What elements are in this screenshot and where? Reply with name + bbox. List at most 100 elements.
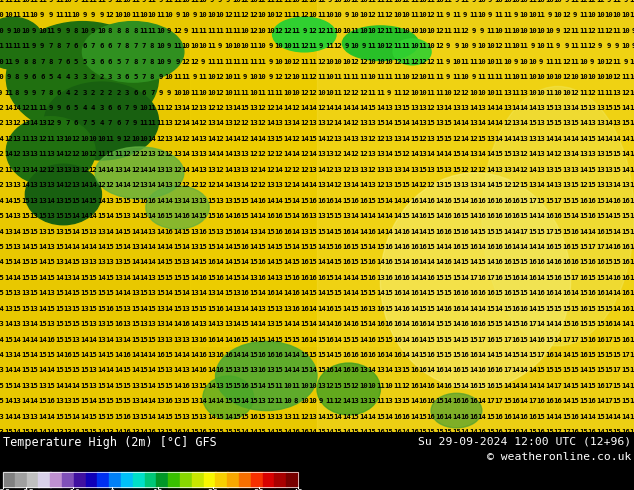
- Text: 15: 15: [503, 151, 512, 157]
- Text: 15: 15: [333, 383, 342, 389]
- Text: 12: 12: [0, 151, 4, 157]
- Text: 10: 10: [368, 59, 377, 65]
- Text: 13: 13: [587, 105, 596, 111]
- Text: 15: 15: [604, 368, 613, 373]
- Text: 15: 15: [249, 352, 258, 358]
- Text: 4: 4: [82, 105, 87, 111]
- Text: 11: 11: [418, 43, 427, 49]
- Text: 13: 13: [232, 151, 241, 157]
- Text: 16: 16: [198, 275, 207, 281]
- Text: 13: 13: [216, 321, 224, 327]
- Text: 15: 15: [520, 290, 529, 296]
- Text: 15: 15: [224, 290, 233, 296]
- Text: 12: 12: [131, 167, 139, 173]
- Text: 16: 16: [486, 213, 495, 219]
- Text: 15: 15: [89, 352, 98, 358]
- Text: 14: 14: [553, 414, 562, 420]
- Bar: [121, 472, 133, 487]
- Text: 16: 16: [216, 213, 224, 219]
- Ellipse shape: [273, 17, 336, 52]
- Text: 16: 16: [495, 197, 503, 204]
- Text: 15: 15: [587, 368, 596, 373]
- Text: 13: 13: [368, 182, 377, 188]
- Text: 13: 13: [444, 167, 453, 173]
- Text: 14: 14: [368, 368, 377, 373]
- Text: 12: 12: [266, 105, 275, 111]
- Text: 14: 14: [55, 275, 63, 281]
- Text: 16: 16: [528, 414, 537, 420]
- Text: 16: 16: [198, 368, 207, 373]
- Text: 14: 14: [460, 136, 469, 142]
- Text: 11: 11: [266, 90, 275, 96]
- Text: 10: 10: [63, 136, 72, 142]
- Text: 11: 11: [520, 43, 529, 49]
- Text: 13: 13: [359, 368, 368, 373]
- Text: 13: 13: [435, 121, 444, 126]
- Text: 14: 14: [308, 368, 317, 373]
- Text: 14: 14: [384, 213, 393, 219]
- Text: 14: 14: [630, 121, 634, 126]
- Text: 14: 14: [257, 136, 266, 142]
- Text: 13: 13: [317, 121, 326, 126]
- Text: 14: 14: [249, 136, 258, 142]
- Text: 9: 9: [192, 74, 197, 80]
- Text: 15: 15: [131, 197, 139, 204]
- Text: 13: 13: [207, 429, 216, 435]
- Text: 16: 16: [460, 352, 469, 358]
- Text: 15: 15: [55, 306, 63, 312]
- Text: 13: 13: [21, 383, 30, 389]
- Text: 11: 11: [224, 59, 233, 65]
- Bar: [62, 472, 74, 487]
- Text: 16: 16: [511, 337, 520, 343]
- Text: 10: 10: [224, 90, 233, 96]
- Text: 11: 11: [13, 12, 22, 19]
- Text: 12: 12: [80, 167, 89, 173]
- Text: 10: 10: [198, 43, 207, 49]
- Text: 14: 14: [72, 228, 81, 235]
- Text: 14: 14: [4, 197, 13, 204]
- Text: 16: 16: [469, 398, 478, 404]
- Text: 14: 14: [359, 182, 368, 188]
- Text: 13: 13: [190, 228, 199, 235]
- Text: 13: 13: [528, 182, 537, 188]
- Text: 15: 15: [495, 182, 503, 188]
- Text: 9: 9: [226, 0, 230, 3]
- Text: 10: 10: [444, 90, 453, 96]
- Text: 12: 12: [173, 167, 182, 173]
- Text: 16: 16: [139, 197, 148, 204]
- Text: 14: 14: [511, 383, 520, 389]
- Text: 14: 14: [536, 213, 545, 219]
- Text: 13: 13: [587, 121, 596, 126]
- Text: 14: 14: [427, 368, 436, 373]
- Text: 9: 9: [49, 105, 53, 111]
- Text: 15: 15: [283, 275, 292, 281]
- Text: 16: 16: [122, 414, 131, 420]
- Text: 15: 15: [131, 321, 139, 327]
- Text: 16: 16: [579, 275, 588, 281]
- Text: 13: 13: [131, 290, 139, 296]
- Text: 12: 12: [300, 121, 309, 126]
- Text: 12: 12: [198, 182, 207, 188]
- Text: 14: 14: [173, 228, 182, 235]
- Text: 11: 11: [511, 90, 520, 96]
- Text: 13: 13: [21, 167, 30, 173]
- Text: 10: 10: [216, 12, 224, 19]
- Text: 14: 14: [410, 398, 418, 404]
- Text: 15: 15: [232, 197, 241, 204]
- Text: 14: 14: [241, 429, 250, 435]
- Text: 15: 15: [55, 368, 63, 373]
- Text: 10: 10: [427, 43, 436, 49]
- Text: 15: 15: [114, 244, 123, 250]
- Text: 13: 13: [384, 105, 393, 111]
- Text: 15: 15: [165, 352, 174, 358]
- Text: 10: 10: [249, 0, 258, 3]
- Text: 14: 14: [148, 414, 157, 420]
- Text: 16: 16: [257, 275, 266, 281]
- Text: 14: 14: [21, 182, 30, 188]
- Text: 14: 14: [486, 105, 495, 111]
- Text: 16: 16: [410, 321, 418, 327]
- Text: 16: 16: [241, 290, 250, 296]
- Text: 14: 14: [452, 259, 461, 266]
- Text: 15: 15: [29, 259, 38, 266]
- Text: 14: 14: [241, 275, 250, 281]
